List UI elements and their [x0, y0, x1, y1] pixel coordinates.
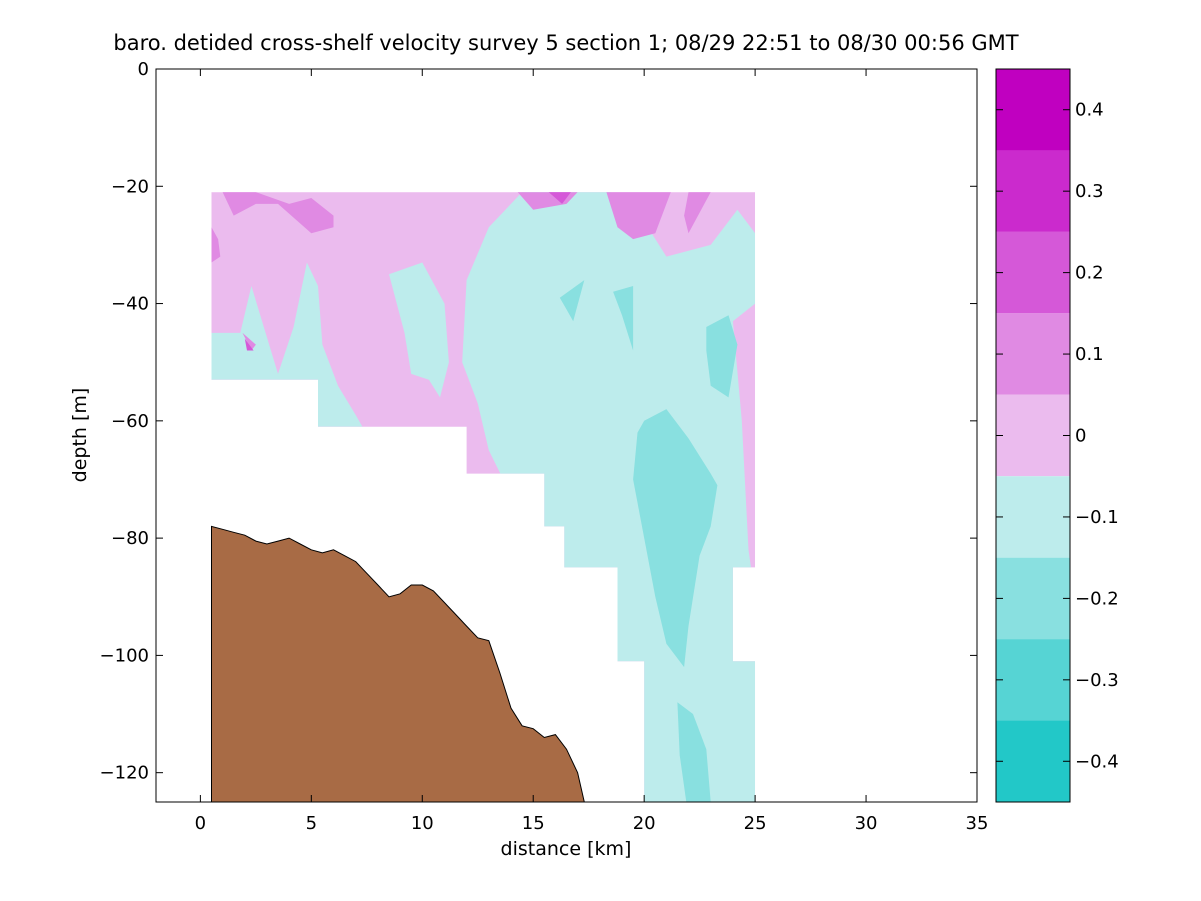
colorbar-tick-label: 0.1 [1075, 344, 1104, 365]
colorbar-tick-label: −0.3 [1075, 670, 1119, 691]
contour-region-14 [242, 332, 256, 351]
x-axis-ticks: 0 5 10 15 20 25 30 35 [195, 69, 989, 834]
colorbar-tick-label: 0 [1075, 426, 1086, 447]
contour-region-15 [548, 192, 571, 204]
chart-title: baro. detided cross-shelf velocity surve… [113, 31, 1018, 55]
x-tick-label: 25 [744, 813, 767, 834]
contour-region-6 [706, 315, 738, 398]
x-tick-label: 15 [522, 813, 545, 834]
y-tick-label: −120 [100, 763, 149, 784]
plot-frame [155, 68, 978, 803]
colorbar-tick-label: −0.4 [1075, 751, 1119, 772]
colorbar-band-3 [996, 313, 1070, 395]
contour-region-10 [211, 227, 221, 263]
x-tick-label: 35 [966, 813, 989, 834]
y-tick-label: −80 [111, 528, 149, 549]
y-tick-label: 0 [138, 59, 149, 80]
y-tick-label: −60 [111, 411, 149, 432]
y-axis-ticks: 0 −20 −40 −60 −80 −100 −120 [100, 59, 977, 784]
colorbar-tick-label: 0.2 [1075, 263, 1104, 284]
contour-region-7 [633, 409, 718, 668]
colorbar: 0.4 0.3 0.2 0.1 0 −0.1 −0.2 −0.3 −0.4 [995, 68, 1119, 803]
x-tick-label: 20 [633, 813, 656, 834]
x-tick-label: 10 [411, 813, 434, 834]
colorbar-band-0 [996, 69, 1070, 151]
colorbar-band-1 [996, 150, 1070, 232]
contour-region-13 [684, 192, 711, 234]
y-tick-label: −40 [111, 294, 149, 315]
colorbar-band-4 [996, 394, 1070, 477]
x-tick-label: 5 [306, 813, 317, 834]
colorbar-band-2 [996, 231, 1070, 314]
y-tick-label: −20 [111, 176, 149, 197]
contour-region-4 [559, 280, 585, 322]
contour-region-9 [222, 192, 334, 234]
contour-region-8 [677, 702, 711, 802]
contour-region-2 [211, 262, 363, 427]
colorbar-band-7 [996, 639, 1070, 721]
y-axis-label: depth [m] [69, 388, 91, 483]
x-tick-label: 30 [855, 813, 878, 834]
colorbar-band-8 [996, 720, 1070, 802]
contour-region-16 [244, 338, 254, 351]
colorbar-tick-label: −0.1 [1075, 507, 1119, 528]
y-tick-label: −100 [100, 645, 149, 666]
x-tick-label: 0 [195, 813, 206, 834]
contour-region-3 [389, 262, 449, 398]
colorbar-tick-label: −0.2 [1075, 588, 1119, 609]
colorbar-tick-label: 0.4 [1075, 100, 1104, 121]
bathymetry-layer [211, 525, 585, 802]
colorbar-band-5 [996, 476, 1070, 558]
colorbar-band-6 [996, 557, 1070, 640]
contour-region-12 [606, 192, 671, 240]
x-axis-label: distance [km] [501, 838, 632, 860]
contour-region-5 [613, 286, 634, 351]
colorbar-tick-label: 0.3 [1075, 181, 1104, 202]
bathymetry-fill [211, 525, 585, 802]
